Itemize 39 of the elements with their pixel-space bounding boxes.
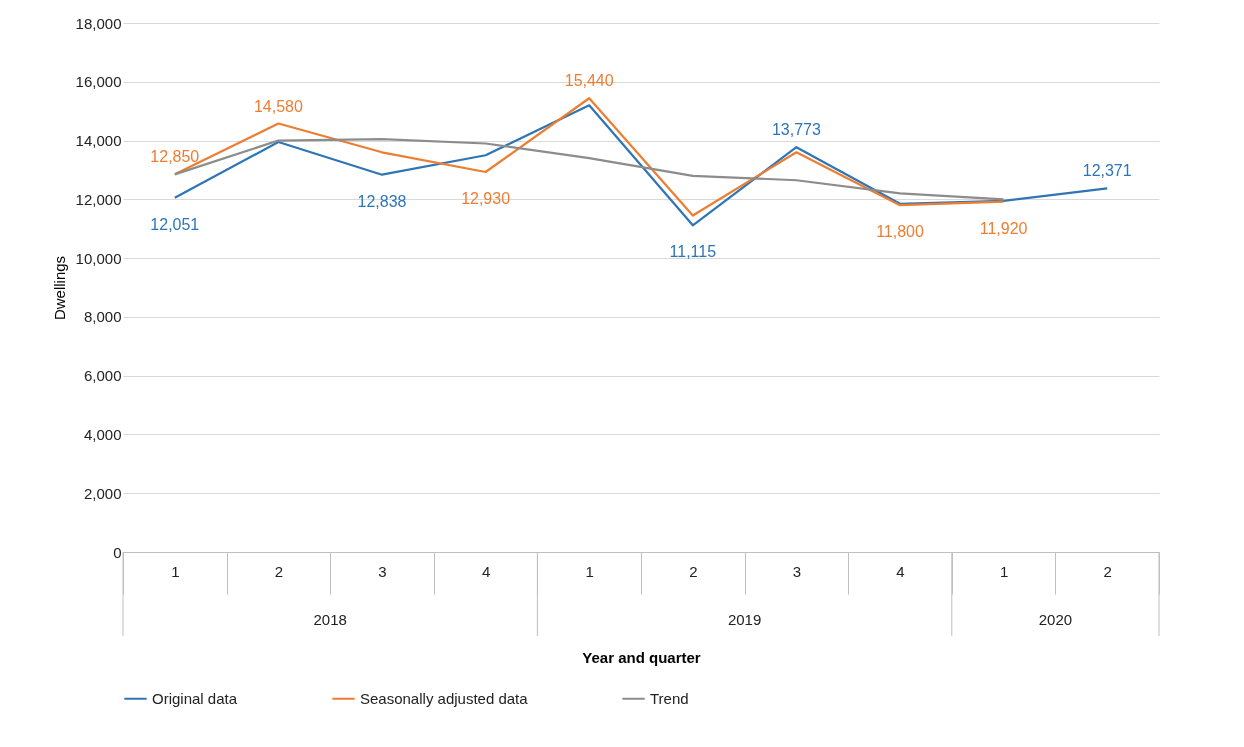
y-tick-label: 0 bbox=[113, 543, 122, 561]
data-label: 13,773 bbox=[771, 121, 821, 139]
y-axis-title: Dwellings bbox=[50, 255, 68, 321]
x-tick-label: 4 bbox=[481, 562, 491, 580]
y-tick-label: 4,000 bbox=[83, 425, 122, 443]
y-tick-label: 6,000 bbox=[83, 367, 122, 385]
y-tick-label: 14,000 bbox=[75, 132, 122, 150]
data-label: 12,371 bbox=[1082, 162, 1132, 180]
x-tick-label: 2 bbox=[1103, 562, 1112, 580]
y-tick-label: 12,000 bbox=[75, 190, 122, 208]
data-label: 11,800 bbox=[876, 223, 924, 241]
text: 2018 bbox=[313, 611, 347, 628]
x-tick-label: 3 bbox=[378, 562, 387, 580]
y-tick-label: 10,000 bbox=[75, 249, 122, 267]
data-label: 14,580 bbox=[253, 97, 303, 115]
data-label: 12,838 bbox=[357, 192, 407, 210]
x-axis-title: Year and quarter bbox=[582, 649, 701, 666]
x-tick-label: 3 bbox=[792, 562, 802, 580]
text: 2020 bbox=[1038, 611, 1073, 628]
x-tick-label: 2 bbox=[689, 562, 698, 580]
legend-label: Original data bbox=[152, 689, 238, 707]
legend-label: Seasonally adjusted data bbox=[360, 689, 529, 707]
data-label: 15,440 bbox=[564, 72, 614, 90]
data-label: 12,051 bbox=[150, 215, 200, 233]
text: 2019 bbox=[727, 611, 762, 628]
data-label: 11,115 bbox=[669, 243, 717, 261]
x-tick-label: 1 bbox=[585, 562, 594, 580]
x-tick-label: 1 bbox=[171, 562, 180, 580]
data-label: 11,920 bbox=[979, 219, 1028, 237]
y-tick-label: 2,000 bbox=[83, 484, 122, 502]
x-tick-label: 4 bbox=[896, 562, 905, 580]
y-tick-label: 8,000 bbox=[83, 308, 122, 326]
x-tick-label: 1 bbox=[999, 562, 1009, 580]
y-tick-label: 16,000 bbox=[75, 73, 122, 91]
legend-label: Trend bbox=[650, 689, 689, 707]
data-label: 12,850 bbox=[150, 148, 200, 166]
data-label: 12,930 bbox=[461, 190, 511, 207]
x-tick-label: 2 bbox=[274, 562, 284, 580]
y-tick-label: 18,000 bbox=[75, 14, 122, 32]
